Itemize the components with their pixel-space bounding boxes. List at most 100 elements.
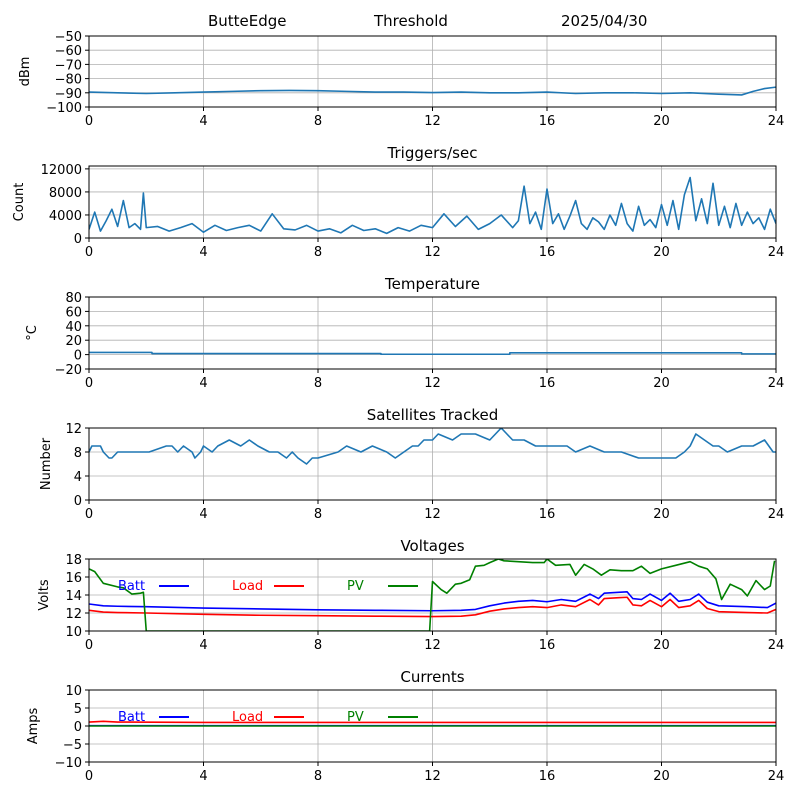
y-tick-label: 16 bbox=[65, 571, 82, 586]
x-tick-label: 16 bbox=[539, 114, 556, 129]
legend-label: Load bbox=[232, 579, 263, 594]
y-tick-label: 12 bbox=[65, 607, 82, 622]
x-tick-label: 24 bbox=[768, 769, 785, 784]
y-tick-label: 14 bbox=[65, 589, 82, 604]
y-tick-label: −100 bbox=[46, 101, 82, 116]
legend-label: PV bbox=[347, 579, 364, 594]
y-tick-label: 60 bbox=[65, 305, 82, 320]
y-tick-label: 0 bbox=[74, 494, 82, 509]
y-tick-label: 0 bbox=[74, 349, 82, 364]
x-tick-label: 24 bbox=[768, 114, 785, 129]
x-tick-label: 12 bbox=[424, 638, 441, 653]
y-tick-label: −70 bbox=[55, 58, 82, 73]
y-tick-label: 20 bbox=[65, 334, 82, 349]
x-tick-label: 8 bbox=[314, 507, 322, 522]
x-tick-label: 8 bbox=[314, 245, 322, 260]
y-tick-label: 18 bbox=[65, 553, 82, 568]
legend-label: Batt bbox=[118, 710, 145, 725]
legend-label: PV bbox=[347, 710, 364, 725]
y-tick-label: −90 bbox=[55, 87, 82, 102]
x-tick-label: 24 bbox=[768, 638, 785, 653]
y-tick-label: 4000 bbox=[49, 209, 82, 224]
y-tick-label: −10 bbox=[55, 756, 82, 771]
y-tick-label: −60 bbox=[55, 44, 82, 59]
x-tick-label: 20 bbox=[653, 507, 670, 522]
y-tick-label: 0 bbox=[74, 720, 82, 735]
x-tick-label: 8 bbox=[314, 769, 322, 784]
y-tick-label: 80 bbox=[65, 291, 82, 306]
x-tick-label: 4 bbox=[199, 114, 207, 129]
header-date: 2025/04/30 bbox=[561, 12, 647, 30]
legend-label: Load bbox=[232, 710, 263, 725]
panel-title: Satellites Tracked bbox=[367, 406, 498, 424]
series-line-voltages-load bbox=[89, 596, 776, 618]
y-tick-label: −5 bbox=[63, 738, 82, 753]
x-tick-label: 8 bbox=[314, 114, 322, 129]
x-tick-label: 0 bbox=[85, 376, 93, 391]
y-axis-label: Amps bbox=[26, 707, 41, 744]
x-tick-label: 4 bbox=[199, 638, 207, 653]
x-tick-label: 4 bbox=[199, 507, 207, 522]
y-tick-label: 12 bbox=[65, 422, 82, 437]
x-tick-label: 12 bbox=[424, 114, 441, 129]
x-tick-label: 0 bbox=[85, 245, 93, 260]
panel-title: Voltages bbox=[400, 537, 464, 555]
x-tick-label: 12 bbox=[424, 376, 441, 391]
x-tick-label: 0 bbox=[85, 769, 93, 784]
series-line-satellites bbox=[89, 428, 776, 465]
x-tick-label: 24 bbox=[768, 245, 785, 260]
y-tick-label: −20 bbox=[55, 363, 82, 378]
y-tick-label: 8 bbox=[74, 446, 82, 461]
y-axis-label: Volts bbox=[37, 579, 52, 611]
x-tick-label: 0 bbox=[85, 638, 93, 653]
series-line-currents-load bbox=[89, 720, 776, 724]
x-tick-label: 16 bbox=[539, 507, 556, 522]
panel-title: Currents bbox=[400, 668, 464, 686]
y-tick-label: 0 bbox=[74, 232, 82, 247]
y-tick-label: 12000 bbox=[41, 163, 82, 178]
y-axis-label: Count bbox=[12, 183, 27, 222]
x-tick-label: 16 bbox=[539, 638, 556, 653]
x-tick-label: 8 bbox=[314, 638, 322, 653]
x-tick-label: 12 bbox=[424, 245, 441, 260]
x-tick-label: 12 bbox=[424, 769, 441, 784]
series-line-triggers bbox=[89, 176, 776, 235]
x-tick-label: 12 bbox=[424, 507, 441, 522]
y-tick-label: 8000 bbox=[49, 186, 82, 201]
legend-label: Batt bbox=[118, 579, 145, 594]
y-tick-label: −50 bbox=[55, 30, 82, 45]
x-tick-label: 20 bbox=[653, 376, 670, 391]
x-tick-label: 4 bbox=[199, 245, 207, 260]
header-mode: Threshold bbox=[373, 12, 448, 30]
x-tick-label: 8 bbox=[314, 376, 322, 391]
y-tick-label: 40 bbox=[65, 320, 82, 335]
x-tick-label: 24 bbox=[768, 507, 785, 522]
x-tick-label: 0 bbox=[85, 507, 93, 522]
panel-title: Triggers/sec bbox=[387, 144, 478, 162]
x-tick-label: 0 bbox=[85, 114, 93, 129]
panel-title: Temperature bbox=[384, 275, 480, 293]
x-tick-label: 20 bbox=[653, 245, 670, 260]
y-axis-label: Number bbox=[39, 437, 54, 490]
x-tick-label: 4 bbox=[199, 376, 207, 391]
y-axis-label: °C bbox=[25, 325, 40, 341]
series-line-voltages-pv bbox=[89, 559, 776, 631]
x-tick-label: 16 bbox=[539, 376, 556, 391]
y-tick-label: −80 bbox=[55, 73, 82, 88]
y-tick-label: 5 bbox=[74, 702, 82, 717]
x-tick-label: 4 bbox=[199, 769, 207, 784]
x-tick-label: 20 bbox=[653, 114, 670, 129]
x-tick-label: 20 bbox=[653, 769, 670, 784]
series-line-temperature bbox=[89, 351, 776, 356]
y-tick-label: 10 bbox=[65, 684, 82, 699]
y-axis-label: dBm bbox=[18, 57, 33, 87]
x-tick-label: 16 bbox=[539, 769, 556, 784]
x-tick-label: 16 bbox=[539, 245, 556, 260]
x-tick-label: 20 bbox=[653, 638, 670, 653]
x-tick-label: 24 bbox=[768, 376, 785, 391]
series-line-voltages-batt bbox=[89, 591, 776, 612]
series-line-threshold bbox=[89, 86, 776, 96]
header-station: ButteEdge bbox=[208, 12, 287, 30]
